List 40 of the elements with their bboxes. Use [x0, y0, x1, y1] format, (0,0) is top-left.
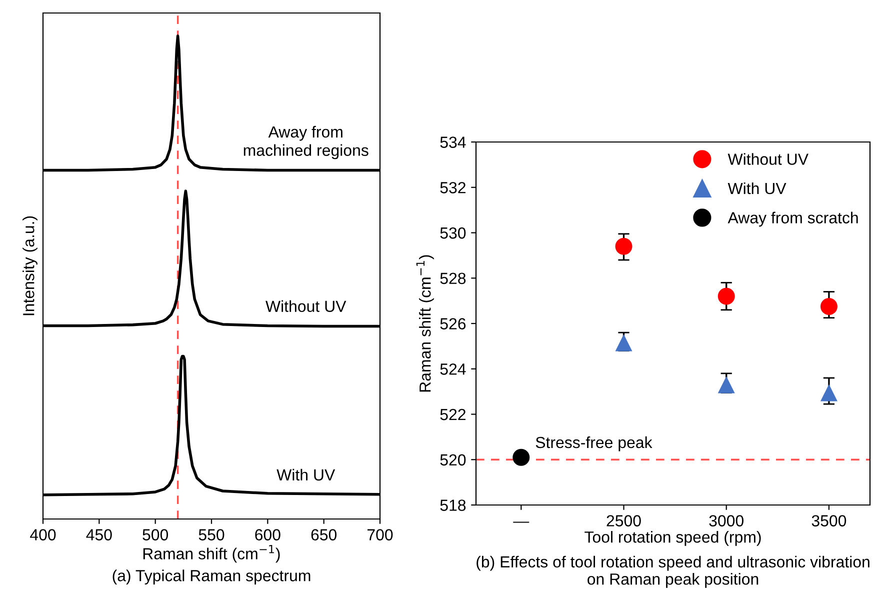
series-label: Away from machined regions	[244, 126, 368, 160]
point	[718, 376, 735, 394]
x-tick-label: 3000	[709, 515, 744, 526]
x-tick-label: 3500	[812, 515, 846, 526]
text: (a) Typical Raman spectrum	[112, 570, 310, 584]
y-tick-label: 532	[440, 182, 466, 194]
y-tick-label: 534	[440, 136, 466, 148]
x-axis-title: Tool rotation speed (rpm)	[584, 531, 761, 546]
series-label: Without UV	[266, 300, 346, 312]
legend-label: With UV	[728, 182, 786, 194]
legend-label: Away from scratch	[728, 212, 858, 227]
y-tick-label: 524	[440, 364, 466, 375]
x-tick-label: 650	[311, 529, 337, 540]
text: (b) Effects of tool rotation speed and ultrasonic vibration on Raman peak position	[476, 556, 870, 588]
series-label: With UV	[276, 468, 336, 481]
y-tick-label: 530	[440, 227, 466, 239]
ref-line-label: Stress-free peak	[536, 436, 652, 452]
x-tick-label: 500	[142, 529, 168, 540]
y-axis-title: Raman shift (cm$^{−1}$)	[416, 255, 434, 392]
x-tick-label: 700	[367, 529, 393, 540]
y-axis-title: Intensity (a.u.)	[22, 216, 38, 316]
x-tick-label: 550	[198, 529, 224, 540]
point	[615, 334, 632, 352]
x-tick-label: 600	[255, 529, 280, 540]
x-tick-label: —	[513, 522, 530, 523]
y-tick-label: 526	[440, 318, 466, 330]
y-tick-label: 520	[440, 454, 466, 466]
point	[718, 288, 735, 305]
point	[820, 384, 838, 402]
x-tick-label: 400	[30, 529, 56, 540]
point	[615, 238, 632, 255]
x-tick-label: 2500	[606, 515, 641, 526]
x-axis-title: Raman shift (cm$^{−1}$)	[143, 545, 280, 563]
x-tick-label: 450	[86, 529, 112, 540]
point	[820, 298, 838, 315]
legend-label: Without UV	[728, 153, 808, 165]
y-tick-label: 528	[440, 272, 466, 284]
point	[512, 448, 530, 466]
y-tick-label: 522	[440, 408, 466, 420]
y-tick-label: 518	[440, 500, 466, 511]
